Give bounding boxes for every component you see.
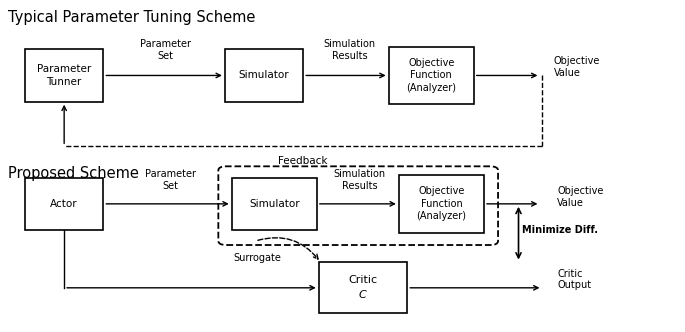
- Text: Simulator: Simulator: [239, 70, 289, 80]
- Bar: [225, 49, 303, 102]
- Text: Critic
Output: Critic Output: [558, 269, 592, 290]
- Bar: [399, 175, 484, 233]
- Text: Surrogate: Surrogate: [234, 253, 282, 263]
- Text: Parameter
Tunner: Parameter Tunner: [37, 64, 91, 87]
- Bar: [232, 178, 317, 230]
- Bar: [388, 47, 474, 104]
- Text: Objective
Value: Objective Value: [558, 187, 603, 208]
- Text: Parameter
Set: Parameter Set: [140, 39, 190, 61]
- Text: Simulation
Results: Simulation Results: [334, 169, 386, 191]
- Text: Parameter
Set: Parameter Set: [145, 169, 196, 191]
- Bar: [319, 262, 408, 313]
- Bar: [25, 178, 103, 230]
- Text: Critic
$C$: Critic $C$: [349, 275, 377, 300]
- Text: Objective
Value: Objective Value: [554, 56, 600, 78]
- Text: Simulator: Simulator: [249, 199, 299, 209]
- Text: Feedback: Feedback: [278, 156, 327, 166]
- Text: Objective
Function
(Analyzer): Objective Function (Analyzer): [406, 58, 456, 93]
- Text: Actor: Actor: [50, 199, 78, 209]
- Text: Proposed Scheme: Proposed Scheme: [8, 166, 139, 181]
- Bar: [25, 49, 103, 102]
- Text: Objective
Function
(Analyzer): Objective Function (Analyzer): [416, 187, 466, 221]
- Text: Minimize Diff.: Minimize Diff.: [522, 225, 598, 235]
- Text: Typical Parameter Tuning Scheme: Typical Parameter Tuning Scheme: [8, 10, 256, 25]
- Text: Simulation
Results: Simulation Results: [323, 39, 375, 61]
